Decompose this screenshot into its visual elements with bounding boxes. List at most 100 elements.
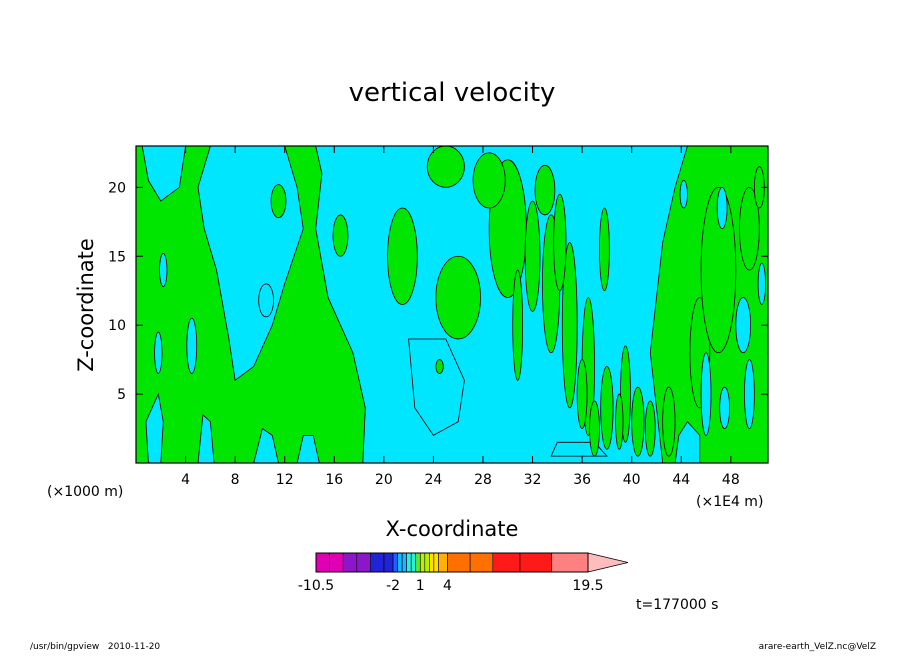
negative-velocity-region xyxy=(716,186,728,230)
positive-velocity-region xyxy=(599,207,610,292)
negative-velocity-region xyxy=(719,386,730,429)
x-tick-label: 36 xyxy=(573,472,591,488)
colorbar-band xyxy=(383,552,394,573)
colorbar: -10.5 -2 1 4 19.5 xyxy=(298,552,629,594)
negative-velocity-region xyxy=(186,317,198,374)
x-tick-label: 12 xyxy=(276,472,294,488)
x-tick-label: 8 xyxy=(231,472,240,488)
positive-velocity-region xyxy=(387,207,418,305)
negative-velocity-region xyxy=(757,262,766,305)
negative-velocity-region xyxy=(258,283,274,318)
negative-velocity-region xyxy=(141,146,187,202)
negative-velocity-region xyxy=(735,297,752,354)
colorbar-label: 4 xyxy=(443,578,452,594)
positive-velocity-region xyxy=(700,186,737,354)
positive-velocity-region xyxy=(561,242,578,409)
negative-velocity-region xyxy=(674,421,701,463)
colorbar-band xyxy=(329,552,344,573)
chart-title: vertical velocity xyxy=(349,78,556,108)
footer-source: arare-earth_VelZ.nc@VelZ xyxy=(758,642,876,652)
negative-velocity-region xyxy=(145,392,164,463)
negative-velocity-region xyxy=(296,434,320,463)
colorbar-extend-arrow xyxy=(587,552,629,573)
x-tick-label: 4 xyxy=(181,472,190,488)
colorbar-band xyxy=(397,552,403,573)
colorbar-band xyxy=(469,552,494,573)
time-label: t=177000 s xyxy=(636,597,718,613)
y-tick-label: 20 xyxy=(108,180,126,196)
contour-plot-area xyxy=(136,146,768,463)
x-tick-label: 44 xyxy=(672,472,690,488)
positive-velocity-region xyxy=(512,269,524,381)
colorbar-band xyxy=(410,552,417,573)
colorbar-band xyxy=(492,552,521,573)
colorbar-band xyxy=(424,552,430,573)
positive-velocity-region xyxy=(435,359,444,374)
positive-velocity-region xyxy=(332,214,349,257)
positive-velocity-region xyxy=(662,386,676,457)
colorbar-label: 1 xyxy=(416,578,425,594)
colorbar-band xyxy=(419,552,426,573)
colorbar-band xyxy=(392,552,398,573)
y-tick-label: 10 xyxy=(108,318,126,334)
positive-velocity-region xyxy=(631,386,645,457)
positive-velocity-region xyxy=(426,146,465,188)
x-tick-label: 32 xyxy=(524,472,542,488)
x-tick-label: 28 xyxy=(474,472,492,488)
negative-velocity-region xyxy=(253,427,279,463)
positive-velocity-region xyxy=(553,193,567,292)
colorbar-band xyxy=(401,552,407,573)
x-tick-label: 16 xyxy=(325,472,343,488)
colorbar-band xyxy=(447,552,471,573)
negative-velocity-region xyxy=(408,338,465,436)
colorbar-label: -10.5 xyxy=(298,578,334,594)
colorbar-band xyxy=(438,552,448,573)
positive-velocity-region xyxy=(576,359,588,429)
colorbar-band xyxy=(356,552,371,573)
positive-velocity-region xyxy=(534,164,556,216)
plot-frame xyxy=(135,145,769,464)
y-axis: 5 10 15 20 xyxy=(108,180,768,403)
x-tick-label: 24 xyxy=(424,472,442,488)
positive-velocity-region xyxy=(589,400,600,457)
x-tick-label: 20 xyxy=(375,472,393,488)
colorbar-band xyxy=(415,552,421,573)
positive-velocity-region xyxy=(435,255,481,340)
x-unit-right-label: (×1E4 m) xyxy=(696,494,763,510)
x-tick-label: 40 xyxy=(623,472,641,488)
negative-velocity-region xyxy=(159,253,168,287)
negative-velocity-region xyxy=(679,180,688,209)
positive-velocity-region xyxy=(270,184,287,219)
colorbar-label: 19.5 xyxy=(572,578,603,594)
x-tick-label: 48 xyxy=(722,472,740,488)
colorbar-band xyxy=(433,552,439,573)
footer-command: /usr/bin/gpview 2010-11-20 xyxy=(30,642,161,652)
y-axis-label: Z-coordinate xyxy=(74,238,98,372)
colorbar-band xyxy=(315,552,330,573)
x-axis: 4 8 12 16 20 24 28 32 36 40 44 48 xyxy=(181,146,740,488)
negative-velocity-region xyxy=(744,359,755,429)
x-axis-label: X-coordinate xyxy=(386,517,519,541)
positive-velocity-region xyxy=(644,400,656,457)
negative-velocity-region xyxy=(154,331,163,374)
positive-velocity-region xyxy=(739,186,760,271)
colorbar-band xyxy=(370,552,385,573)
colorbar-band xyxy=(406,552,412,573)
colorbar-frame xyxy=(315,552,589,573)
positive-velocity-region xyxy=(524,200,541,312)
colorbar-label: -2 xyxy=(386,578,400,594)
colorbar-band xyxy=(551,552,589,573)
x-unit-left-label: (×1000 m) xyxy=(47,484,123,500)
colorbar-band xyxy=(519,552,553,573)
y-tick-label: 5 xyxy=(117,387,126,403)
negative-velocity-region xyxy=(197,413,215,463)
negative-velocity-region xyxy=(700,352,712,436)
colorbar-band xyxy=(342,552,358,573)
colorbar-band xyxy=(429,552,435,573)
y-tick-label: 15 xyxy=(108,249,126,265)
positive-velocity-region xyxy=(472,152,506,209)
positive-velocity-region xyxy=(600,366,614,450)
positive-velocity-region xyxy=(615,393,624,450)
